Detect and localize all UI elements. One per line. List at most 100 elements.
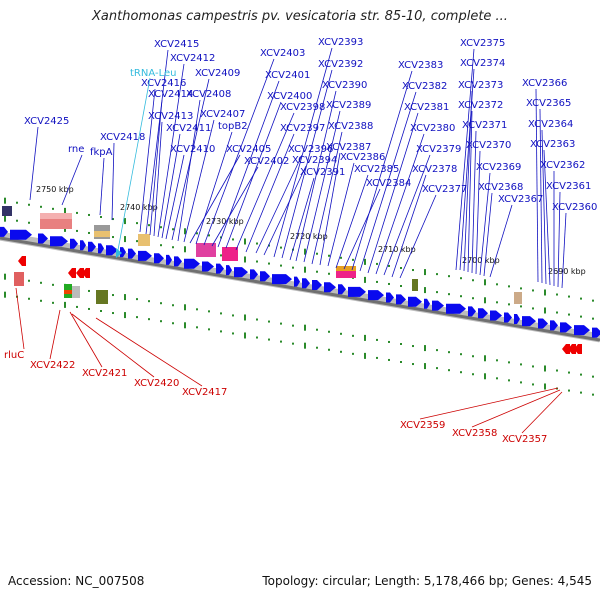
tick-mark [268, 244, 270, 247]
gene-label[interactable]: XCV2418 [100, 132, 145, 143]
tick-mark [136, 298, 138, 301]
gene-label[interactable]: XCV2400 [267, 91, 312, 102]
gene-label[interactable]: XCV2361 [546, 181, 591, 192]
gene-label[interactable]: XCV2368 [478, 182, 523, 193]
tick-mark [376, 356, 378, 359]
gene-label[interactable]: XCV2365 [526, 98, 571, 109]
gene-label[interactable]: fkpA [90, 147, 113, 158]
gene-label[interactable]: XCV2380 [410, 123, 455, 134]
tick-mark [4, 273, 6, 280]
tick-mark [52, 301, 54, 304]
leader-line [289, 177, 315, 261]
gene-label[interactable]: XCV2373 [458, 80, 503, 91]
gene-label[interactable]: XCV2384 [366, 178, 411, 189]
gene-label[interactable]: XCV2369 [476, 162, 521, 173]
tick-mark [532, 307, 534, 310]
gene-label[interactable]: XCV2389 [326, 100, 371, 111]
gene-label[interactable]: XCV2425 [24, 116, 69, 127]
reverse-gene-track [18, 256, 582, 354]
gene-label[interactable]: XCV2412 [170, 53, 215, 64]
gene-label[interactable]: XCV2375 [460, 38, 505, 49]
gene-label[interactable]: XCV2393 [318, 37, 363, 48]
gene-label[interactable]: XCV2385 [354, 164, 399, 175]
gene-label[interactable]: XCV2413 [148, 111, 193, 122]
gene-label[interactable]: XCV2414 [148, 89, 193, 100]
leader-line [455, 48, 475, 271]
gene-label[interactable]: XCV2372 [458, 100, 503, 111]
leader-line [281, 69, 333, 259]
gene-label[interactable]: XCV2378 [412, 164, 457, 175]
gene-label[interactable]: rluC [4, 350, 24, 361]
gene-label[interactable]: XCV2411 [166, 123, 211, 134]
gene-arrow [478, 308, 488, 319]
leader-line [117, 77, 151, 251]
gene-label[interactable]: XCV2407 [200, 109, 245, 120]
gene-label[interactable]: XCV2362 [540, 160, 585, 171]
gene-label[interactable]: XCV2408 [186, 89, 231, 100]
leader-line [225, 101, 282, 249]
gene-arrow [368, 290, 384, 301]
tick-mark [508, 361, 510, 364]
gene-label[interactable]: XCV2374 [460, 58, 505, 69]
tick-mark [220, 236, 222, 239]
gene-label[interactable]: XCV2392 [318, 59, 363, 70]
gene-label[interactable]: XCV2371 [462, 120, 507, 131]
leader-line [203, 58, 275, 246]
gene-label[interactable]: XCV2420 [134, 378, 179, 389]
gene-label[interactable]: XCV2386 [340, 152, 385, 163]
gene-label[interactable]: XCV2397 [280, 123, 325, 134]
gene-label[interactable]: XCV2367 [498, 194, 543, 205]
tick-mark [496, 377, 498, 380]
gene-label[interactable]: XCV2382 [402, 81, 447, 92]
gene-arrow [18, 256, 26, 266]
gene-label[interactable]: XCV2364 [528, 119, 573, 130]
tick-mark [220, 254, 222, 257]
tick-mark [184, 228, 186, 235]
gene-label[interactable]: topB2 [218, 121, 248, 132]
gene-arrow [514, 314, 520, 325]
gene-label[interactable]: XCV2391 [300, 167, 345, 178]
gene-label[interactable]: XCV2403 [260, 48, 305, 59]
gene-label[interactable]: XCV2360 [552, 202, 597, 213]
gene-label[interactable]: XCV2359 [400, 420, 445, 431]
gene-label[interactable]: XCV2388 [328, 121, 373, 132]
gene-label[interactable]: XCV2394 [292, 155, 337, 166]
gene-label[interactable]: XCV2358 [452, 428, 497, 439]
tick-mark [424, 287, 426, 294]
leader-line [139, 88, 156, 233]
tick-mark [112, 294, 114, 297]
gene-arrow [324, 282, 336, 293]
tick-mark [364, 352, 366, 359]
gene-label[interactable]: rne [68, 144, 84, 155]
gene-label[interactable]: XCV2381 [404, 102, 449, 113]
gene-label[interactable]: XCV2377 [422, 184, 467, 195]
gene-label[interactable]: XCV2421 [82, 368, 127, 379]
gene-label[interactable]: XCV2390 [322, 80, 367, 91]
gene-arrow [522, 316, 536, 327]
tick-mark [328, 348, 330, 351]
gene-label[interactable]: XCV2405 [226, 144, 271, 155]
gene-label[interactable]: XCV2398 [280, 102, 325, 113]
gene-label[interactable]: XCV2415 [154, 39, 199, 50]
trna-label[interactable]: tRNA-Leu [130, 68, 176, 79]
tick-mark [4, 291, 6, 298]
tick-mark [532, 383, 534, 386]
tick-mark [196, 326, 198, 329]
gene-label[interactable]: XCV2402 [244, 156, 289, 167]
gene-label[interactable]: XCV2379 [416, 144, 461, 155]
gene-label[interactable]: XCV2357 [502, 434, 547, 445]
gene-label[interactable]: XCV2422 [30, 360, 75, 371]
gene-label[interactable]: XCV2409 [195, 68, 240, 79]
tick-mark [184, 322, 186, 329]
gene-label[interactable]: XCV2417 [182, 387, 227, 398]
scale-label: 2720 kbp [290, 232, 328, 241]
gene-label[interactable]: XCV2370 [466, 140, 511, 151]
gene-label[interactable]: XCV2363 [530, 139, 575, 150]
gene-label[interactable]: XCV2401 [265, 70, 310, 81]
gene-label[interactable]: XCV2366 [522, 78, 567, 89]
gene-label[interactable]: XCV2383 [398, 60, 443, 71]
leader-line [521, 391, 563, 434]
gene-label[interactable]: XCV2387 [326, 142, 371, 153]
tick-mark [136, 222, 138, 225]
gene-arrow [562, 344, 570, 354]
